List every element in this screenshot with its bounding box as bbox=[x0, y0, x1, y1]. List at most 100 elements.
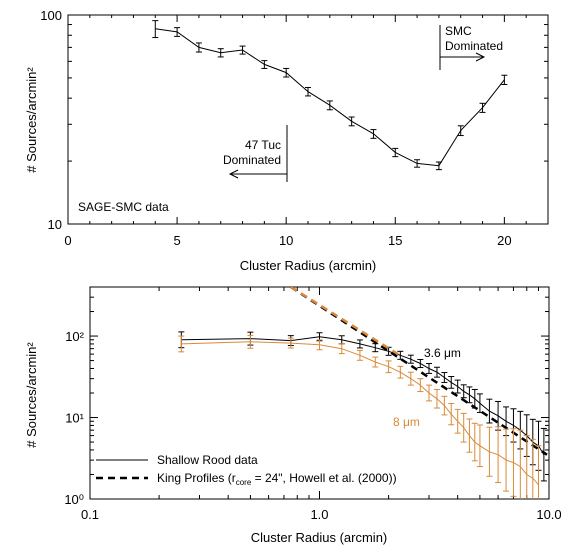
data-point-8um bbox=[178, 335, 185, 353]
top-series bbox=[152, 20, 508, 171]
series-line-8um bbox=[181, 341, 539, 486]
data-point-3-6um bbox=[495, 400, 502, 431]
bottom-ticks bbox=[89, 286, 550, 500]
bottom-tick-labels: 0.1 1.0 10.0 10⁰ 10¹ 10² bbox=[64, 329, 561, 522]
data-point-8um bbox=[425, 384, 432, 402]
smc-annotation: SMC Dominated bbox=[439, 24, 503, 70]
bottom-y-tick-label: 10⁰ bbox=[64, 492, 84, 507]
tuc-arrowhead-icon bbox=[228, 169, 239, 179]
tuc-label-line2: Dominated bbox=[223, 153, 281, 167]
data-point-3-6um bbox=[417, 359, 424, 369]
data-point-8um bbox=[338, 343, 345, 355]
top-y-tick-label: 10 bbox=[48, 217, 62, 232]
bottom-x-tick-label: 1.0 bbox=[310, 507, 328, 522]
data-point-8um bbox=[510, 428, 517, 497]
data-point-8um bbox=[316, 339, 323, 351]
data-point-3-6um bbox=[425, 363, 432, 374]
top-panel: 0 5 10 15 20 10 100 SMC Dominated 47 Tuc Domin… bbox=[24, 8, 549, 273]
top-data-point bbox=[348, 116, 355, 127]
top-x-tick-label: 15 bbox=[388, 233, 402, 248]
data-point-8um bbox=[441, 395, 448, 416]
tuc-annotation: 47 Tuc Dominated bbox=[223, 125, 288, 182]
data-point-3-6um bbox=[397, 350, 404, 360]
king-profile-8um bbox=[290, 287, 399, 356]
data-point-8um bbox=[466, 418, 473, 453]
top-data-point bbox=[217, 48, 224, 58]
bottom-x-axis-title: Cluster Radius (arcmin) bbox=[251, 530, 388, 545]
smc-label-line2: Dominated bbox=[445, 39, 503, 53]
top-data-point bbox=[283, 67, 290, 78]
legend-dashed-label: King Profiles (rcore = 24", Howell et al… bbox=[157, 471, 397, 487]
data-point-8um bbox=[454, 408, 461, 434]
data-point-8um bbox=[407, 371, 414, 386]
top-y-tick-label: 100 bbox=[40, 8, 62, 23]
top-x-tick-label: 0 bbox=[64, 233, 71, 248]
smc-label-line1: SMC bbox=[445, 24, 472, 38]
bottom-y-axis-title: # Sources/arcmin² bbox=[24, 342, 39, 448]
data-point-8um bbox=[417, 378, 424, 393]
top-data-point bbox=[239, 45, 246, 55]
data-point-3-6um bbox=[454, 379, 461, 394]
data-point-8um bbox=[503, 428, 510, 492]
data-point-3-6um bbox=[356, 339, 363, 349]
data-point-3-6um bbox=[460, 384, 467, 399]
legend-solid-label: Shallow Rood data bbox=[157, 453, 258, 467]
top-tick-labels: 0 5 10 15 20 10 100 bbox=[40, 8, 511, 248]
top-data-point bbox=[195, 42, 202, 53]
top-data-point bbox=[370, 129, 377, 139]
top-data-point bbox=[479, 102, 486, 113]
data-point-8um bbox=[356, 349, 363, 361]
data-point-3-6um bbox=[486, 398, 493, 424]
smc-arrowhead-icon bbox=[475, 52, 486, 62]
top-x-tick-label: 10 bbox=[279, 233, 293, 248]
data-point-8um bbox=[486, 426, 493, 477]
legend: Shallow Rood data King Profiles (rcore =… bbox=[96, 453, 397, 487]
series-label-8um: 8 μm bbox=[393, 415, 420, 429]
data-point-8um bbox=[397, 365, 404, 379]
top-x-tick-label: 20 bbox=[497, 233, 511, 248]
bottom-y-tick-label: 10² bbox=[65, 329, 84, 344]
data-point-8um bbox=[495, 426, 502, 484]
data-point-3-6um bbox=[441, 372, 448, 383]
data-point-3-6um bbox=[466, 386, 473, 404]
data-point-8um bbox=[529, 438, 536, 499]
data-point-8um bbox=[247, 334, 254, 349]
top-x-axis-title: Cluster Radius (arcmin) bbox=[240, 258, 377, 273]
data-point-8um bbox=[460, 412, 467, 443]
top-data-point bbox=[501, 74, 508, 86]
data-point-3-6um bbox=[433, 366, 440, 378]
top-data-point bbox=[392, 147, 399, 158]
top-data-point bbox=[326, 100, 333, 111]
top-data-point bbox=[152, 20, 159, 39]
data-point-3-6um bbox=[448, 376, 455, 389]
sage-smc-data-label: SAGE-SMC data bbox=[78, 200, 169, 214]
top-data-point bbox=[457, 125, 464, 137]
data-point-8um bbox=[372, 356, 379, 368]
bottom-plot-frame bbox=[89, 286, 550, 500]
data-point-8um bbox=[287, 337, 294, 349]
data-point-8um bbox=[535, 445, 542, 499]
bottom-series bbox=[178, 287, 548, 499]
top-data-point bbox=[435, 161, 442, 171]
top-x-tick-label: 5 bbox=[173, 233, 180, 248]
data-point-8um bbox=[433, 388, 440, 409]
data-point-8um bbox=[476, 424, 483, 468]
data-point-3-6um bbox=[476, 393, 483, 413]
bottom-x-tick-label: 0.1 bbox=[81, 507, 99, 522]
top-data-point bbox=[305, 86, 311, 97]
data-point-3-6um bbox=[407, 354, 414, 364]
data-point-8um bbox=[448, 403, 455, 426]
series-label-3-6um: 3.6 μm bbox=[424, 346, 461, 360]
bottom-panel: 0.1 1.0 10.0 10⁰ 10¹ 10² 3.6 μm 8 μm Shallow … bbox=[24, 286, 562, 545]
bottom-y-tick-label: 10¹ bbox=[65, 411, 84, 426]
data-point-3-6um bbox=[540, 427, 547, 482]
top-y-axis-title: # Sources/arcmin² bbox=[24, 67, 39, 173]
top-data-point bbox=[261, 60, 268, 69]
data-point-8um bbox=[471, 422, 478, 462]
top-data-point bbox=[414, 159, 421, 168]
data-point-3-6um bbox=[471, 388, 478, 409]
data-point-3-6um bbox=[372, 343, 379, 353]
data-point-8um bbox=[385, 360, 392, 374]
top-ticks bbox=[67, 14, 549, 225]
